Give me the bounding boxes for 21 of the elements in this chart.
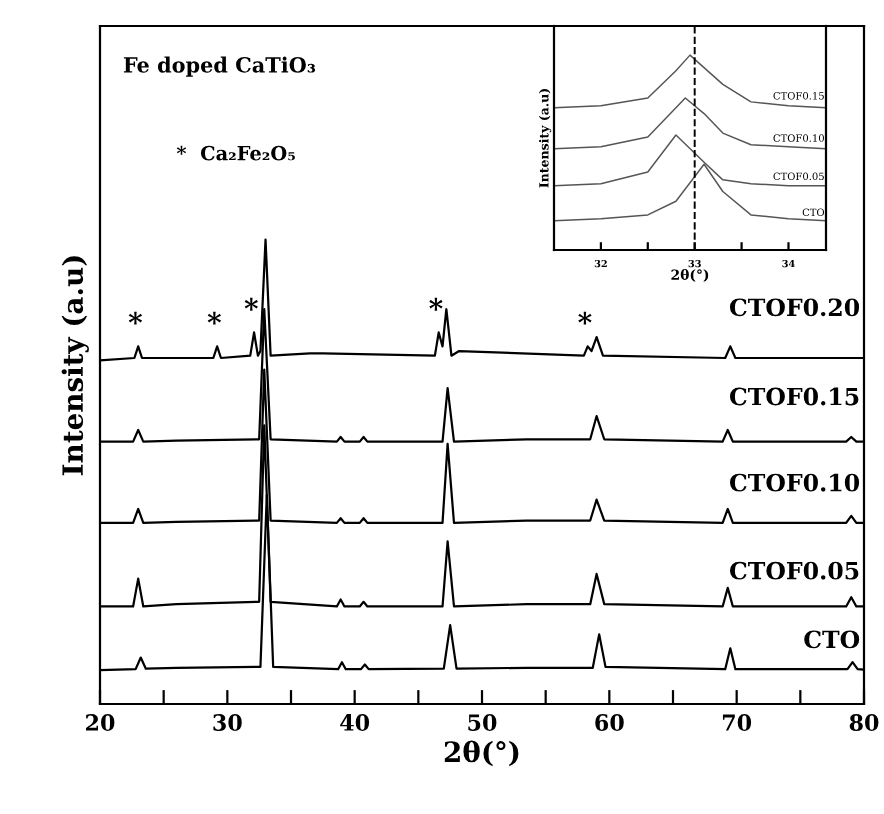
- x-tick-label: 30: [213, 714, 242, 731]
- text: Fe doped CaTiO₃: [123, 56, 316, 77]
- series-label: CTOF0.05: [729, 561, 859, 580]
- x-axis-title: 2θ(°): [444, 740, 519, 767]
- x-tick-label: 80: [849, 714, 879, 731]
- annotation: *: [244, 297, 258, 311]
- series-label: CTOF0.15: [729, 387, 859, 406]
- annotation: *: [128, 311, 143, 325]
- x-tick-label: 50: [468, 714, 497, 731]
- series-label: CTOF0.20: [729, 298, 860, 317]
- text: * Ca₂Fe₂O₅: [176, 145, 295, 161]
- annotation: *: [207, 311, 222, 325]
- x-tick-label: 40: [340, 714, 370, 731]
- series-label: CTOF0.10: [729, 473, 860, 492]
- y-axis-title: Intensity (a.u): [61, 256, 89, 476]
- annotation: *: [578, 311, 592, 325]
- series-label: CTO: [804, 630, 860, 649]
- x-tick-label: 20: [86, 714, 115, 731]
- x-tick-label: 60: [595, 714, 624, 731]
- annotation: *: [429, 297, 443, 311]
- x-tick-label: 70: [722, 714, 752, 731]
